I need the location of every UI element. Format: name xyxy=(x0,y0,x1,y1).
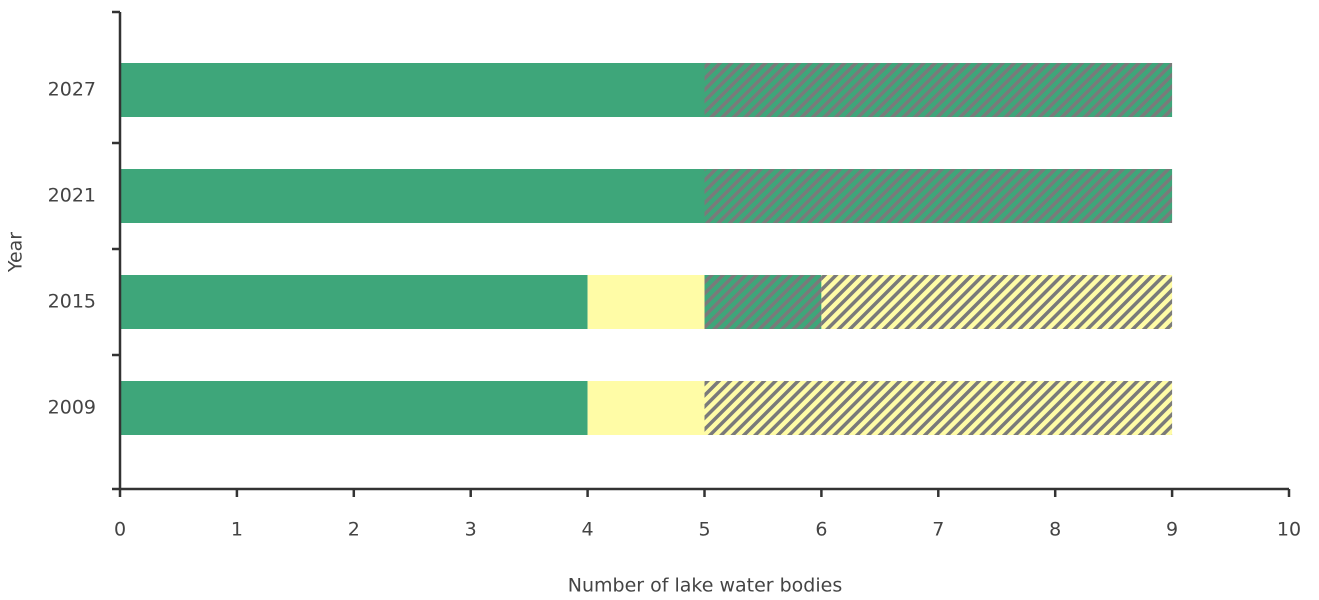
bar-segment xyxy=(120,169,705,223)
bar-segment xyxy=(587,275,705,329)
x-tick-label: 0 xyxy=(114,519,126,541)
bar-segment xyxy=(704,275,822,329)
bar-segment xyxy=(120,63,705,117)
bar-segment xyxy=(704,169,1173,223)
x-axis-label: Number of lake water bodies xyxy=(568,575,842,597)
bar-segment xyxy=(821,275,1173,329)
bar-segment xyxy=(587,381,705,435)
x-tick-label: 7 xyxy=(932,519,944,541)
x-tick-label: 4 xyxy=(582,519,594,541)
y-tick-label: 2027 xyxy=(48,79,96,101)
bar-segment xyxy=(704,381,1173,435)
x-tick-label: 6 xyxy=(815,519,827,541)
x-tick-label: 2 xyxy=(348,519,360,541)
x-tick-label: 10 xyxy=(1277,519,1301,541)
y-tick-label: 2009 xyxy=(48,397,96,419)
bar-segment xyxy=(120,381,588,435)
y-tick-label: 2021 xyxy=(48,185,96,207)
y-tick-label: 2015 xyxy=(48,291,96,313)
bar-segment xyxy=(704,63,1173,117)
bar-segment xyxy=(120,275,588,329)
x-tick-label: 8 xyxy=(1049,519,1061,541)
x-tick-label: 1 xyxy=(231,519,243,541)
x-tick-label: 5 xyxy=(698,519,710,541)
x-tick-label: 9 xyxy=(1166,519,1178,541)
x-tick-label: 3 xyxy=(465,519,477,541)
y-axis-label: Year xyxy=(5,232,27,273)
